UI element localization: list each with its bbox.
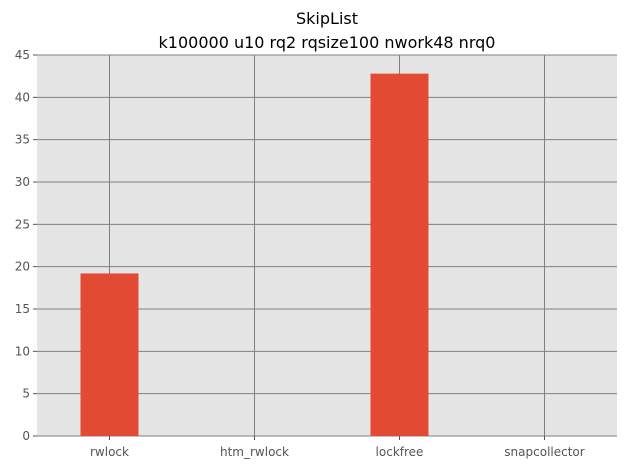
bars bbox=[80, 73, 429, 437]
y-tick-label: 10 bbox=[15, 344, 30, 358]
x-tick-label: rwlock bbox=[90, 445, 129, 459]
chart-title: SkipList bbox=[296, 9, 358, 28]
chart-subtitle: k100000 u10 rq2 rqsize100 nwork48 nrq0 bbox=[159, 33, 496, 52]
bar-lockfree bbox=[370, 73, 429, 437]
y-tick-label: 0 bbox=[22, 429, 30, 443]
y-tick-label: 30 bbox=[15, 175, 30, 189]
y-axis-ticks: 0 5 10 15 20 25 30 35 40 45 bbox=[15, 48, 37, 443]
bar-rwlock bbox=[80, 273, 139, 436]
x-tick-label: lockfree bbox=[376, 445, 424, 459]
y-tick-label: 45 bbox=[15, 48, 30, 62]
x-axis-ticks: rwlock htm_rwlock lockfree snapcollector bbox=[90, 436, 585, 459]
y-tick-label: 25 bbox=[15, 217, 30, 231]
x-tick-label: snapcollector bbox=[504, 445, 584, 459]
y-tick-label: 20 bbox=[15, 260, 30, 274]
y-tick-label: 40 bbox=[15, 90, 30, 104]
y-tick-label: 35 bbox=[15, 133, 30, 147]
x-tick-label: htm_rwlock bbox=[220, 445, 289, 459]
y-tick-label: 15 bbox=[15, 302, 30, 316]
y-tick-label: 5 bbox=[22, 387, 30, 401]
